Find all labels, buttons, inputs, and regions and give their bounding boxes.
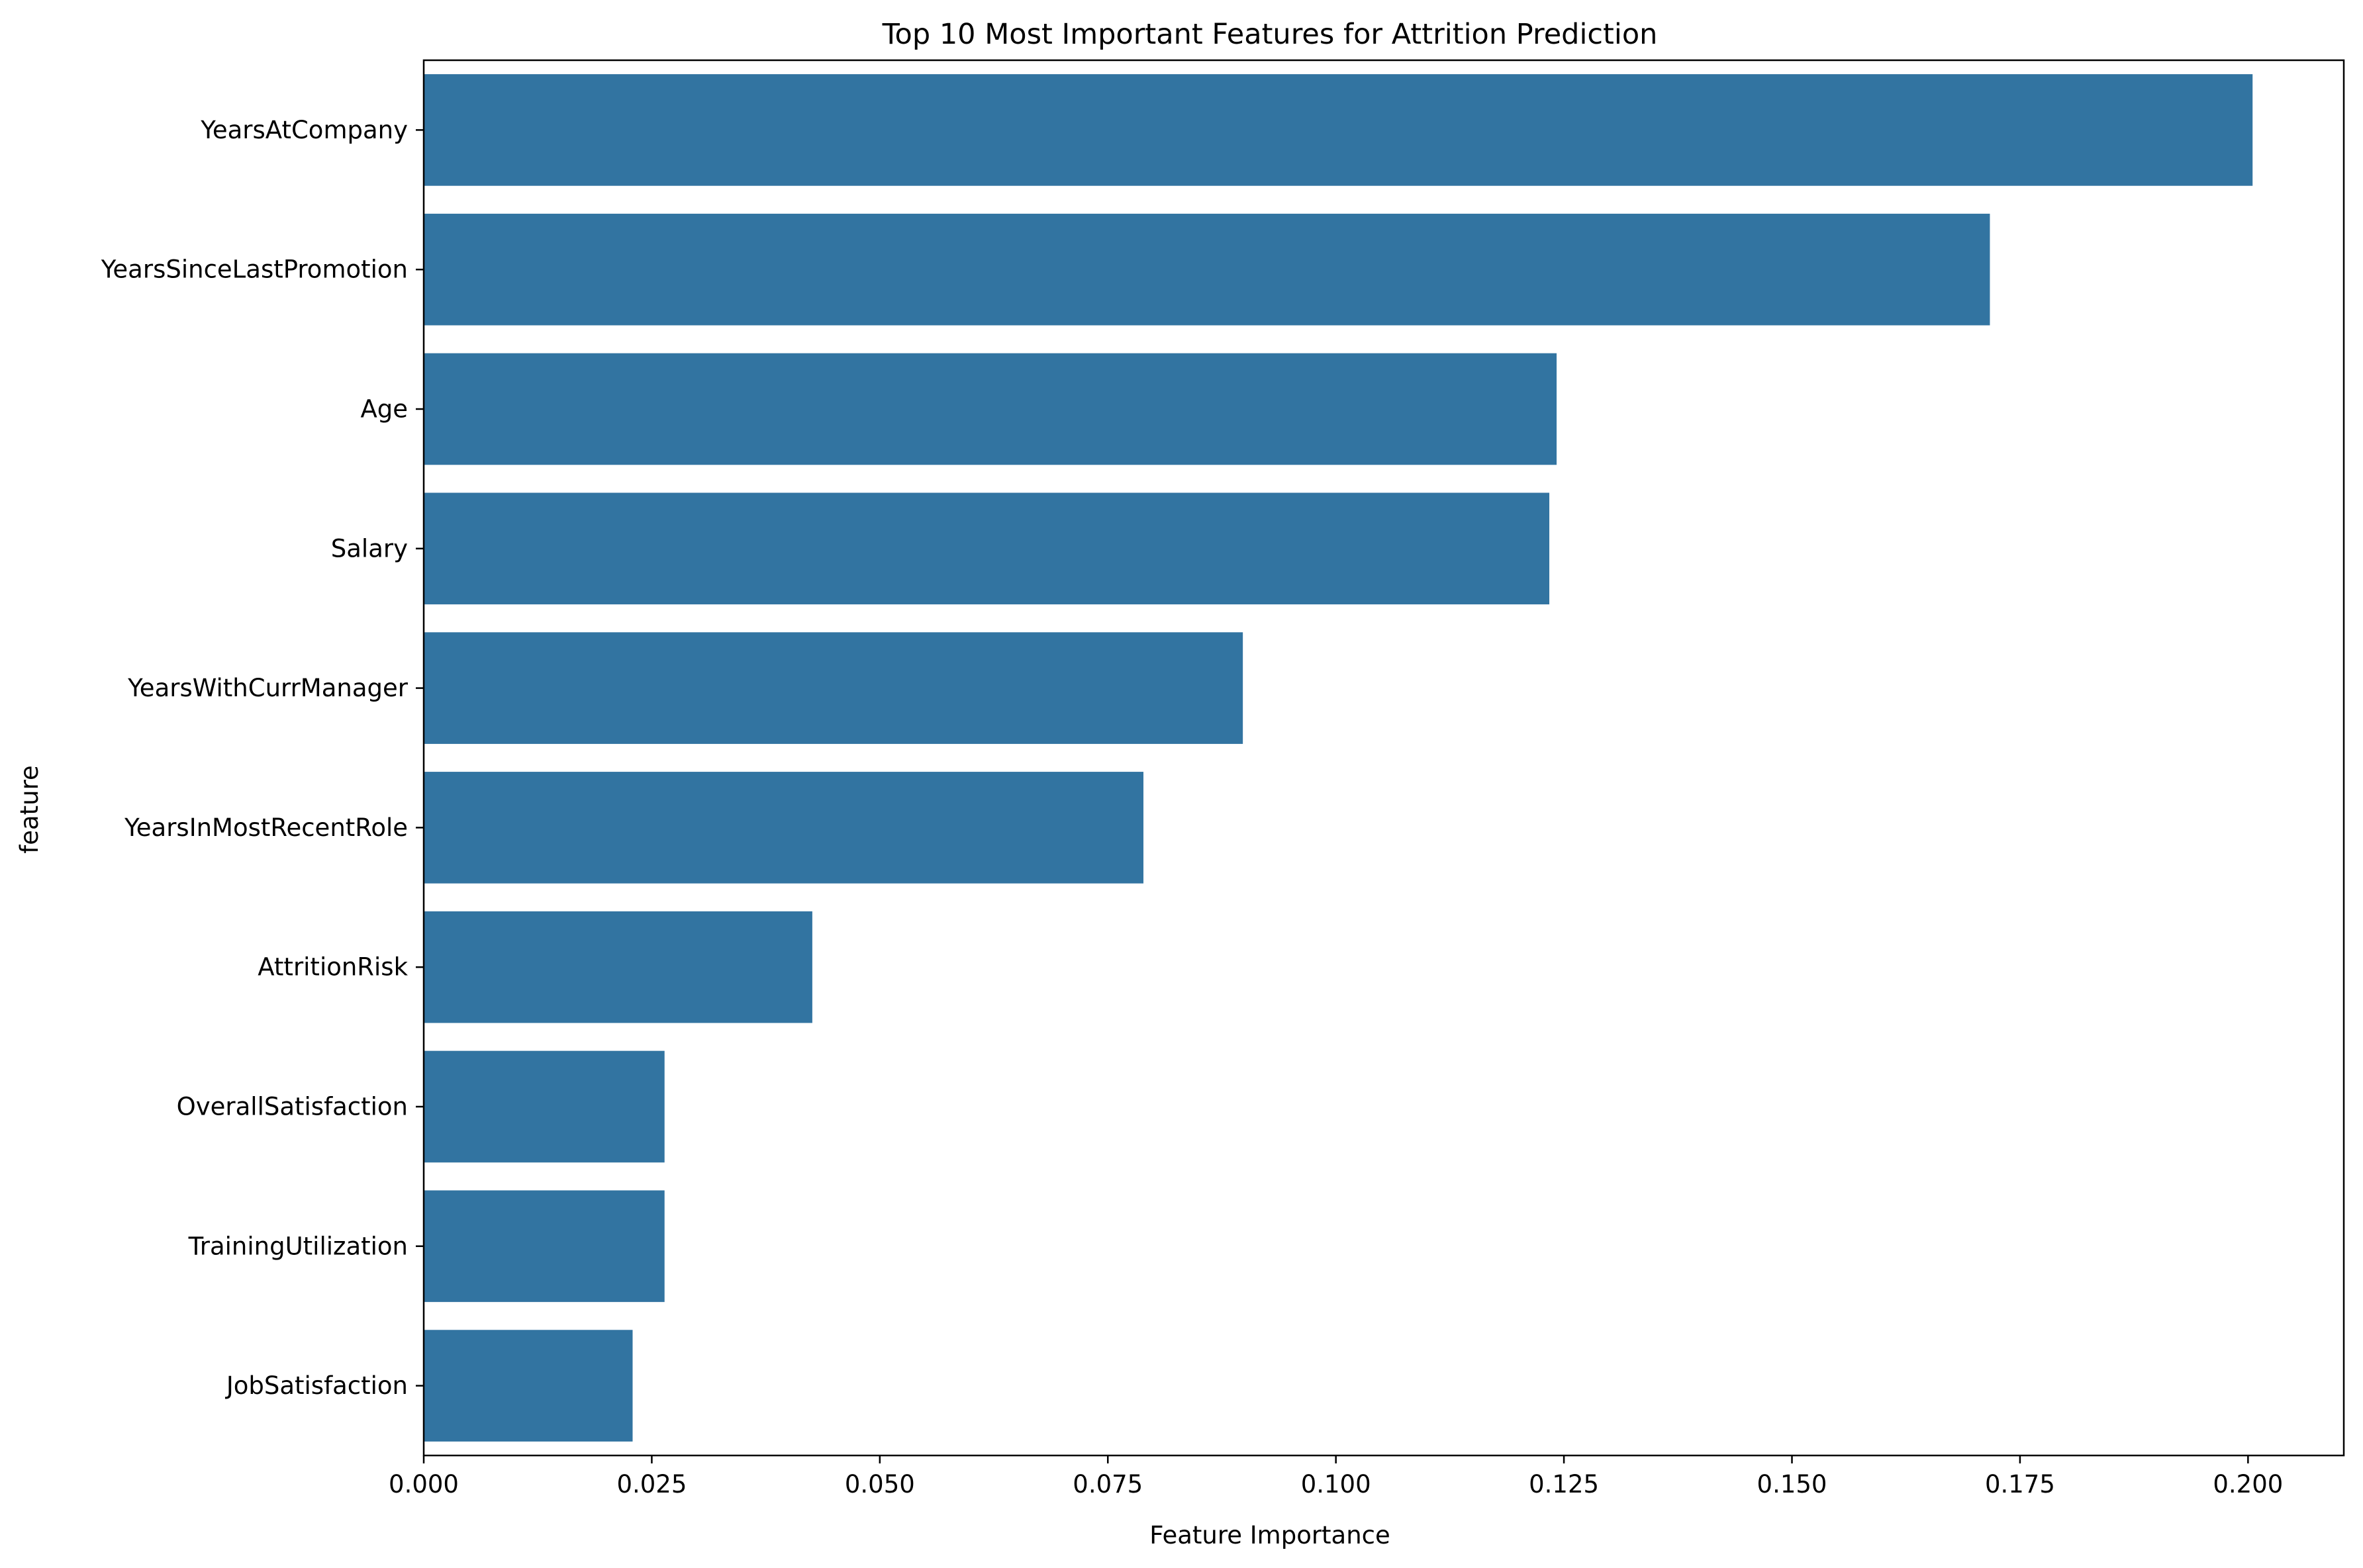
chart-title: Top 10 Most Important Features for Attri…	[882, 18, 1658, 51]
y-tick-label: OverallSatisfaction	[177, 1093, 408, 1121]
axes-layer: YearsAtCompany YearsSinceLastPromotion Age…	[101, 59, 2345, 1499]
bar-JobSatisfaction	[424, 1330, 633, 1442]
y-tick-label: Salary	[331, 534, 408, 563]
y-tick-label: YearsInMostRecentRole	[124, 813, 408, 842]
bar-Salary	[424, 492, 1550, 605]
y-tick-label: AttritionRisk	[258, 953, 408, 982]
y-tick-label: YearsSinceLastPromotion	[101, 255, 408, 284]
bar-YearsWithCurrManager	[424, 632, 1243, 744]
x-tick-label: 0.175	[1985, 1470, 2055, 1499]
y-tick-label: YearsWithCurrManager	[127, 674, 409, 702]
bar-OverallSatisfaction	[424, 1050, 665, 1163]
bar-YearsAtCompany	[424, 74, 2253, 186]
y-tick-label: TrainingUtilization	[188, 1232, 408, 1260]
x-tick-label: 0.150	[1757, 1470, 1827, 1499]
y-tick-label: JobSatisfaction	[225, 1371, 408, 1400]
y-tick-label: YearsAtCompany	[200, 116, 408, 144]
x-tick-label: 0.050	[845, 1470, 915, 1499]
x-tick-label: 0.125	[1529, 1470, 1599, 1499]
x-tick-label: 0.200	[2213, 1470, 2283, 1499]
x-tick-label: 0.100	[1301, 1470, 1371, 1499]
x-tick-label: 0.000	[389, 1470, 459, 1499]
x-tick-label: 0.025	[616, 1470, 687, 1499]
y-axis-label: feature	[15, 765, 44, 854]
plot-frame	[422, 59, 2345, 1457]
bar-Age	[424, 353, 1557, 465]
bar-TrainingUtilization	[424, 1190, 665, 1303]
x-tick-label: 0.075	[1073, 1470, 1143, 1499]
bars-layer	[424, 74, 2253, 1442]
bar-YearsSinceLastPromotion	[424, 213, 1990, 326]
x-axis-label: Feature Importance	[1149, 1521, 1390, 1549]
y-tick-label: Age	[360, 395, 408, 424]
bar-AttritionRisk	[424, 911, 812, 1023]
bar-YearsInMostRecentRole	[424, 772, 1143, 884]
